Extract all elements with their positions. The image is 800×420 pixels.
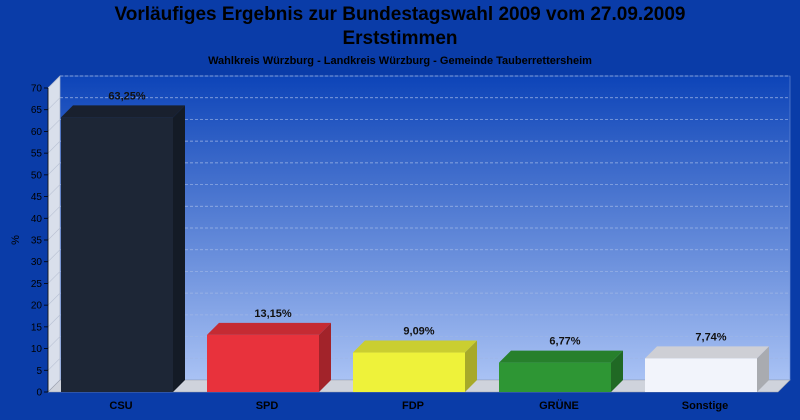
y-tick-label: 35	[31, 236, 43, 247]
gridline-side	[47, 358, 61, 371]
chart-title: Vorläufiges Ergebnis zur Bundestagswahl …	[114, 4, 686, 25]
bar-side	[319, 322, 331, 392]
bar-front	[499, 362, 611, 392]
bar-front	[645, 358, 757, 392]
gridline-side	[47, 75, 61, 89]
bar-side	[465, 340, 477, 392]
bar-top	[61, 105, 185, 118]
gridline-side	[47, 271, 61, 284]
gridline-side	[47, 292, 61, 306]
bar-value-label: 63,25%	[108, 90, 146, 102]
bar-fdp	[353, 340, 477, 392]
gridline-side	[47, 162, 61, 176]
bar-front	[207, 334, 319, 392]
y-tick-label: 65	[31, 105, 43, 116]
y-tick-label: 10	[31, 344, 43, 355]
y-tick-label: 15	[31, 322, 43, 333]
bar-value-label: 13,15%	[254, 308, 292, 320]
bar-value-label: 7,74%	[695, 331, 726, 343]
chart-subtitle: Wahlkreis Würzburg - Landkreis Würzburg …	[208, 55, 592, 67]
bar-front	[353, 352, 465, 392]
x-tick-label: CSU	[109, 400, 132, 412]
gridline-side	[47, 140, 61, 154]
bar-grüne	[499, 350, 623, 392]
y-tick-label: 0	[36, 388, 42, 399]
y-tick-label: 30	[31, 257, 43, 268]
x-tick-label: Sonstige	[682, 400, 728, 412]
bar-value-label: 6,77%	[549, 336, 580, 348]
bar-spd	[207, 322, 331, 392]
gridline-side	[47, 206, 61, 219]
y-tick-label: 50	[31, 170, 43, 181]
y-tick-label: 25	[31, 279, 43, 290]
x-tick-label: GRÜNE	[539, 399, 579, 412]
gridline-side	[47, 119, 61, 132]
gridline-side	[47, 97, 61, 110]
bar-side	[611, 350, 623, 392]
bar-top	[207, 322, 331, 335]
bar-value-label: 9,09%	[403, 326, 434, 338]
bar-side	[173, 105, 185, 393]
y-axis-label: %	[10, 235, 22, 245]
y-tick-label: 70	[31, 84, 43, 95]
x-tick-label: FDP	[402, 400, 424, 412]
y-tick-label: 60	[31, 127, 43, 138]
y-tick-label: 55	[31, 149, 43, 160]
chart-title-line2: Erststimmen	[342, 28, 458, 49]
gridline-side	[47, 184, 61, 197]
gridline-side	[47, 336, 61, 349]
y-tick-label: 20	[31, 301, 43, 312]
gridline-side	[47, 227, 61, 241]
bar-top	[499, 350, 623, 363]
gridline-side	[47, 249, 61, 262]
bar-sonstige	[645, 346, 769, 392]
x-tick-label: SPD	[256, 400, 279, 412]
gridline-side	[47, 314, 61, 328]
bar-top	[353, 340, 477, 353]
y-tick-label: 45	[31, 192, 43, 203]
bar-front	[61, 117, 173, 393]
bar-csu	[61, 105, 185, 393]
bar-top	[645, 346, 769, 359]
y-tick-label: 40	[31, 214, 43, 225]
bar-side	[757, 346, 769, 392]
y-tick-label: 5	[36, 366, 42, 377]
